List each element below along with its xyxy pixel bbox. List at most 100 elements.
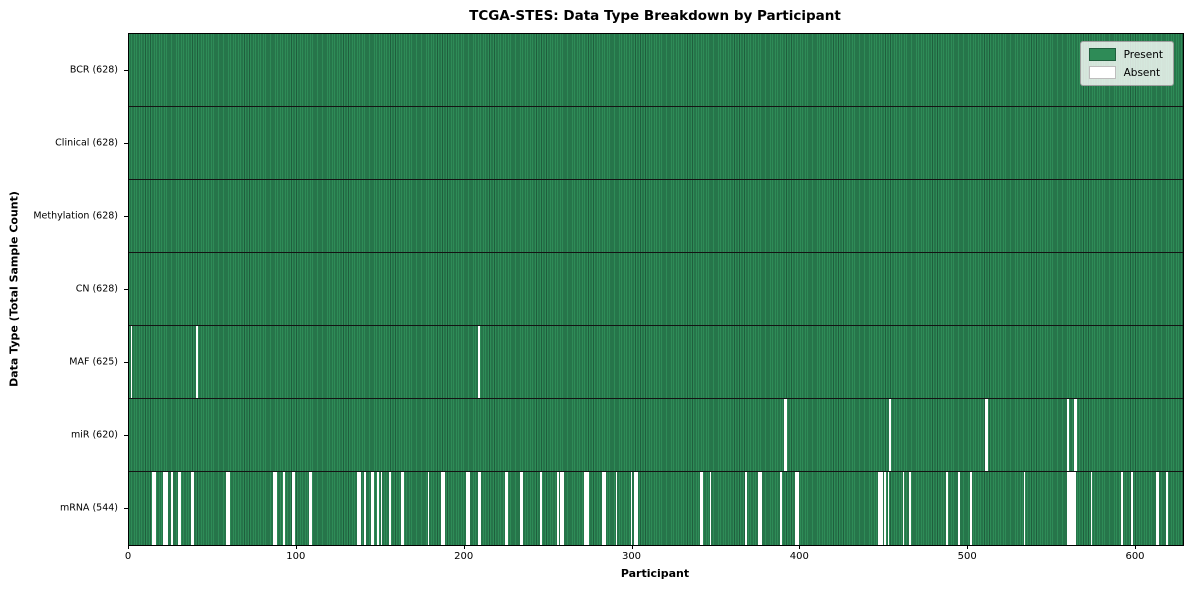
y-tick-label-cn: CN (628)	[75, 283, 118, 294]
absent-stripe	[796, 472, 799, 545]
x-axis-label: Participant	[620, 567, 690, 580]
absent-stripe	[958, 472, 960, 545]
legend-entry-present: Present	[1088, 48, 1163, 61]
absent-stripe	[603, 472, 606, 545]
x-tick-mark	[463, 545, 465, 549]
absent-stripe	[884, 472, 886, 545]
absent-stripe	[1156, 472, 1158, 545]
x-tick-label-600: 600	[1125, 551, 1145, 562]
x-tick-mark	[967, 545, 969, 549]
absent-stripe	[783, 399, 786, 471]
legend-absent-swatch	[1088, 66, 1116, 79]
absent-stripe	[165, 472, 168, 545]
absent-stripe	[372, 472, 375, 545]
absent-stripe	[880, 472, 883, 545]
absent-stripe	[744, 472, 747, 545]
absent-stripe	[441, 472, 443, 545]
absent-stripe	[478, 326, 480, 398]
absent-stripe	[785, 399, 787, 471]
absent-stripe	[177, 472, 180, 545]
absent-stripe	[562, 472, 564, 545]
absent-stripe	[521, 472, 524, 545]
y-tick-label-clinical: Clinical (628)	[55, 137, 118, 148]
absent-stripe	[402, 472, 405, 545]
x-tick-mark	[1135, 545, 1136, 549]
y-tick-label-methylation: Methylation (628)	[33, 210, 118, 221]
chart-title: TCGA-STES: Data Type Breakdown by Partic…	[469, 8, 841, 24]
absent-stripe	[273, 472, 275, 545]
legend-absent-label: Absent	[1123, 66, 1161, 79]
absent-stripe	[164, 472, 166, 545]
x-tick-label-100: 100	[286, 551, 306, 562]
absent-stripe	[1067, 399, 1069, 471]
absent-stripe	[986, 399, 989, 471]
rows-container	[129, 34, 1183, 545]
absent-stripe	[701, 472, 703, 545]
x-tick-label-300: 300	[621, 551, 642, 562]
absent-stripe	[478, 472, 480, 545]
absent-stripe	[196, 326, 198, 398]
x-tick-mark	[631, 545, 633, 549]
absent-stripe	[192, 472, 195, 545]
x-tick-mark	[799, 545, 801, 549]
row-mrna	[129, 472, 1183, 545]
y-tick-mark	[124, 288, 128, 290]
y-tick-mark	[124, 215, 128, 217]
absent-stripe	[1073, 399, 1076, 471]
absent-stripe	[291, 472, 294, 545]
y-tick-mark	[124, 69, 128, 71]
absent-stripe	[179, 472, 182, 545]
absent-stripe	[1130, 472, 1133, 545]
y-tick-mark	[124, 434, 128, 436]
row-clinical	[129, 107, 1183, 180]
absent-stripe	[795, 472, 797, 545]
absent-stripe	[699, 472, 702, 545]
legend-entry-absent: Absent	[1088, 66, 1163, 79]
absent-stripe	[191, 472, 193, 545]
absent-stripe	[602, 472, 604, 545]
absent-stripe	[283, 472, 286, 545]
absent-stripe	[1157, 472, 1160, 545]
x-tick-mark	[295, 545, 297, 549]
absent-stripe	[902, 472, 905, 545]
absent-stripe	[709, 472, 712, 545]
absent-stripe	[162, 472, 165, 545]
absent-stripe	[275, 472, 277, 545]
x-tick-label-500: 500	[957, 551, 977, 562]
plot-area: Present Absent	[128, 33, 1184, 546]
absent-stripe	[909, 472, 912, 545]
y-tick-mark	[124, 507, 128, 509]
absent-stripe	[1166, 472, 1168, 545]
absent-stripe	[635, 472, 638, 545]
absent-stripe	[310, 472, 312, 545]
absent-stripe	[1068, 472, 1071, 545]
absent-stripe	[442, 472, 445, 545]
absent-stripe	[506, 472, 509, 545]
absent-stripe	[583, 472, 586, 545]
absent-stripe	[357, 472, 359, 545]
absent-stripe	[946, 472, 949, 545]
row-maf	[129, 326, 1183, 399]
absent-stripe	[363, 472, 366, 545]
x-tick-label-200: 200	[454, 551, 474, 562]
absent-stripe	[130, 326, 133, 398]
x-tick-label-400: 400	[789, 551, 809, 562]
x-tick-label-0: 0	[124, 551, 132, 562]
absent-stripe	[400, 472, 403, 545]
row-mir	[129, 399, 1183, 472]
absent-stripe	[358, 472, 361, 545]
absent-stripe	[984, 399, 987, 471]
legend: Present Absent	[1079, 41, 1174, 86]
absent-stripe	[520, 472, 522, 545]
absent-stripe	[154, 472, 156, 545]
absent-stripe	[152, 472, 155, 545]
absent-stripe	[587, 472, 589, 545]
absent-stripe	[427, 472, 430, 545]
absent-stripe	[389, 472, 391, 545]
absent-stripe	[760, 472, 762, 545]
absent-stripe	[170, 472, 173, 545]
absent-stripe	[1075, 399, 1078, 471]
absent-stripe	[556, 472, 559, 545]
absent-stripe	[540, 472, 542, 545]
